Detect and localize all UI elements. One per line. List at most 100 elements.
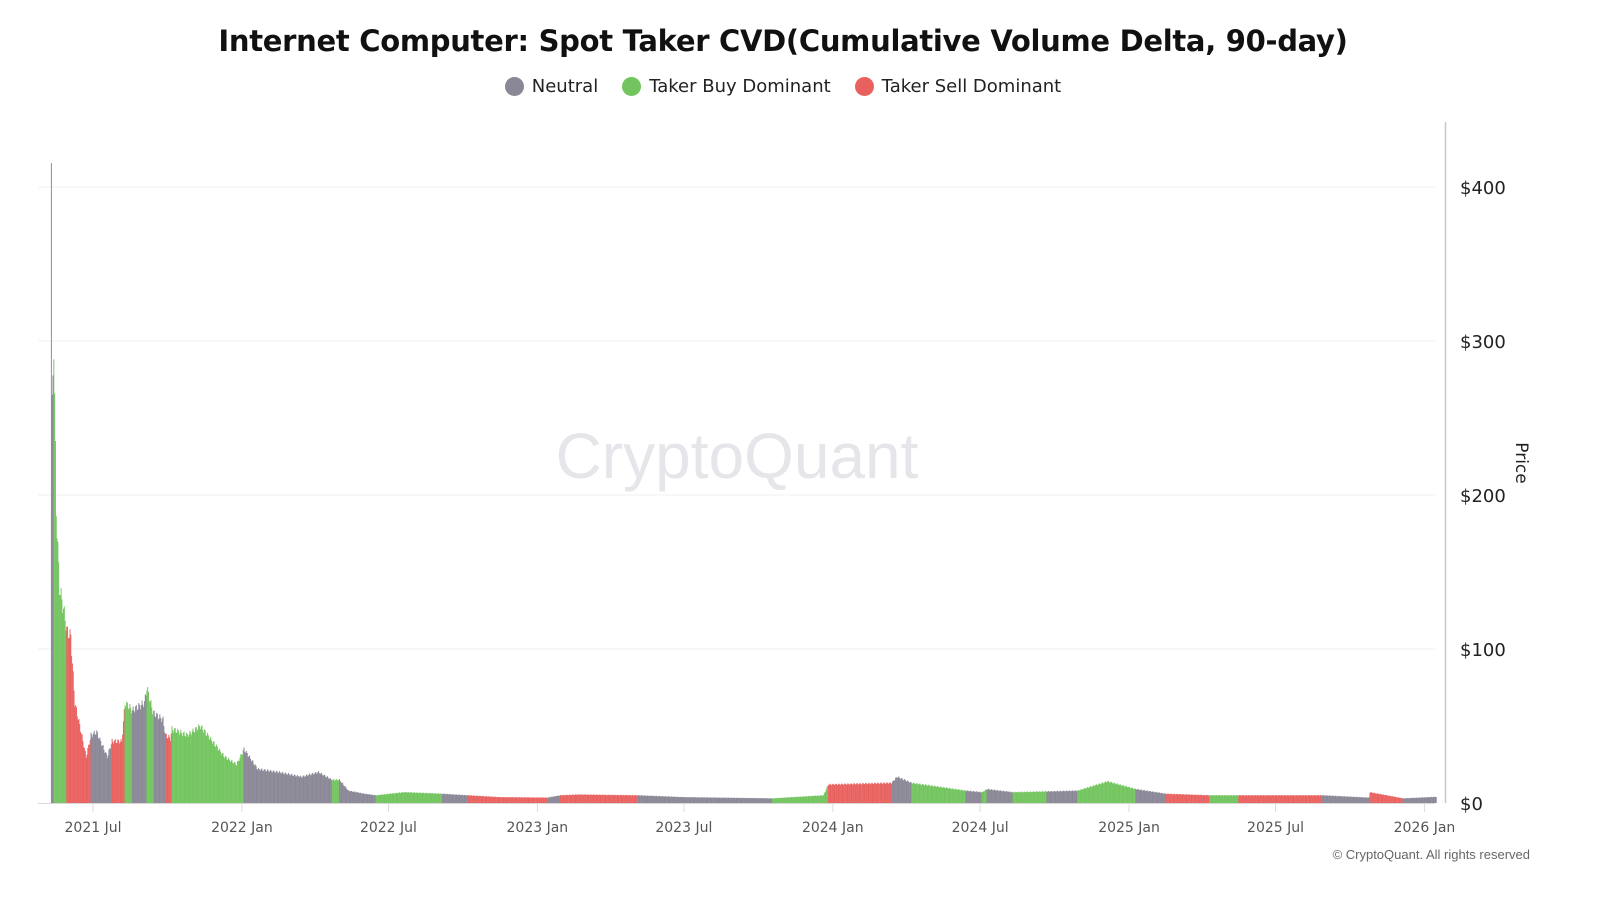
price-bar xyxy=(1148,791,1150,803)
price-bar xyxy=(1070,791,1072,803)
price-bar xyxy=(653,795,655,803)
legend-item-taker-buy[interactable]: Taker Buy Dominant xyxy=(622,76,831,97)
price-bar xyxy=(925,784,927,803)
price-bar xyxy=(1254,795,1256,803)
price-bar xyxy=(775,798,777,803)
price-bar xyxy=(835,783,837,803)
price-bar xyxy=(776,798,778,803)
price-bar xyxy=(842,784,844,803)
price-bar xyxy=(942,787,944,803)
price-bar xyxy=(284,772,286,803)
price-bar xyxy=(865,783,867,803)
price-bar xyxy=(1040,791,1042,803)
price-bar xyxy=(506,796,508,803)
price-bar xyxy=(1365,797,1367,803)
price-bar xyxy=(1269,795,1271,803)
price-bar xyxy=(196,730,198,803)
price-bar xyxy=(480,796,482,803)
price-bar xyxy=(1304,795,1306,803)
legend-item-neutral[interactable]: Neutral xyxy=(504,76,598,97)
price-bar xyxy=(844,783,846,803)
price-bar xyxy=(855,784,857,803)
price-bar xyxy=(882,782,884,803)
price-bar xyxy=(136,710,138,803)
price-bar xyxy=(1315,795,1317,803)
price-bar xyxy=(403,792,405,803)
price-bar xyxy=(826,787,828,803)
price-bar xyxy=(344,786,346,803)
price-bar xyxy=(882,783,884,803)
price-bar xyxy=(1116,783,1118,803)
price-bar xyxy=(482,795,484,803)
price-bar xyxy=(1218,795,1220,803)
price-bar xyxy=(1432,797,1434,803)
price-bar xyxy=(121,741,123,803)
price-bar xyxy=(242,749,244,803)
price-bar xyxy=(205,735,207,803)
price-bar xyxy=(538,797,540,803)
price-bar xyxy=(251,760,253,803)
price-bar xyxy=(1163,793,1165,803)
price-bar xyxy=(1199,795,1201,803)
price-bar xyxy=(828,784,830,803)
price-bar xyxy=(747,798,748,803)
price-bar xyxy=(969,790,971,803)
price-bar xyxy=(814,795,816,803)
price-bar xyxy=(1282,795,1284,803)
price-bar xyxy=(860,783,862,803)
price-bar xyxy=(730,797,732,803)
price-bar xyxy=(1149,790,1151,803)
price-bar xyxy=(1006,791,1008,803)
price-bar xyxy=(634,795,636,803)
price-bar xyxy=(427,793,429,803)
price-bar xyxy=(759,798,761,803)
price-bar xyxy=(897,777,899,803)
price-bar xyxy=(743,798,745,803)
price-bar xyxy=(1215,795,1217,803)
price-bar xyxy=(73,690,75,803)
price-bar xyxy=(518,797,520,803)
price-bar xyxy=(302,775,304,803)
price-bar xyxy=(1355,796,1357,803)
price-bar xyxy=(1118,785,1120,803)
price-bar xyxy=(70,634,72,803)
price-bar xyxy=(1263,794,1265,803)
price-bar xyxy=(1350,796,1352,803)
price-bar xyxy=(576,794,578,803)
price-bar xyxy=(694,797,696,803)
price-bar xyxy=(713,797,715,803)
price-bar xyxy=(99,737,101,803)
price-bar xyxy=(84,751,86,803)
price-bar xyxy=(1161,792,1163,803)
price-bar xyxy=(184,735,186,803)
price-bar xyxy=(1005,791,1007,803)
price-bar xyxy=(943,787,945,803)
price-bar xyxy=(186,733,188,803)
price-bar xyxy=(738,798,740,803)
price-bar xyxy=(1124,786,1126,803)
legend-item-taker-sell[interactable]: Taker Sell Dominant xyxy=(854,76,1061,97)
price-bar xyxy=(123,709,125,803)
price-bar xyxy=(1085,788,1087,803)
price-bar xyxy=(1425,797,1427,803)
price-bar xyxy=(839,784,841,803)
price-bar xyxy=(169,740,171,803)
price-bar xyxy=(208,739,210,803)
price-bar xyxy=(951,788,953,803)
price-bar xyxy=(1068,790,1070,803)
price-bar xyxy=(365,793,367,803)
price-bar xyxy=(1382,794,1384,803)
price-bar xyxy=(1408,798,1410,803)
price-bar xyxy=(1345,796,1347,803)
price-bar xyxy=(796,796,798,803)
price-bar xyxy=(340,782,342,803)
price-bar xyxy=(1270,795,1272,803)
price-bar xyxy=(1114,783,1116,803)
price-bar xyxy=(778,797,780,803)
price-bar xyxy=(224,758,226,803)
price-bar xyxy=(736,797,738,803)
price-bar xyxy=(1235,795,1237,803)
price-bar xyxy=(433,793,435,803)
price-bar xyxy=(328,779,330,803)
